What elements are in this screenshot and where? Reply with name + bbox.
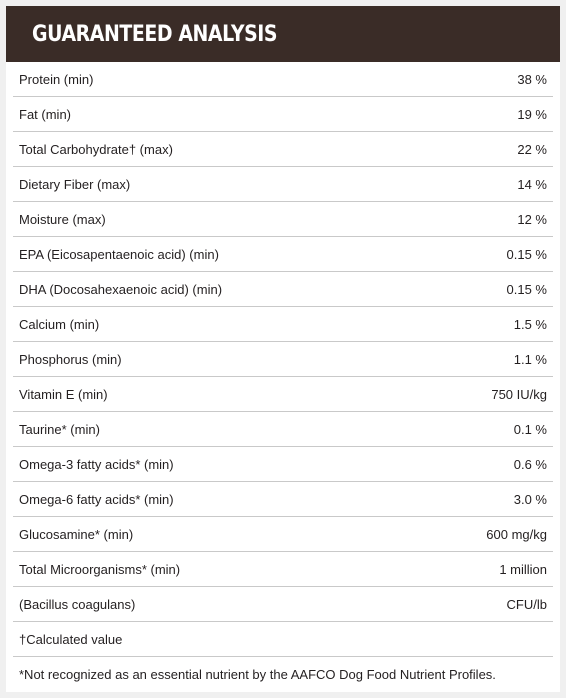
table-row: Total Microorganisms* (min) 1 million	[13, 552, 553, 587]
nutrient-value: 600 mg/kg	[486, 526, 547, 542]
nutrient-name: Phosphorus (min)	[19, 351, 122, 367]
panel-header: GUARANTEED ANALYSIS	[6, 6, 560, 62]
nutrient-name: Total Microorganisms* (min)	[19, 561, 181, 577]
nutrient-value: 1.1 %	[513, 351, 547, 367]
nutrient-name: (Bacillus coagulans)	[19, 596, 136, 612]
table-row: Total Carbohydrate† (max) 22 %	[13, 132, 553, 167]
table-row: Calcium (min) 1.5 %	[13, 307, 553, 342]
table-row: Protein (min) 38 %	[13, 62, 553, 97]
nutrient-name: Calcium (min)	[19, 316, 100, 332]
table-row: Omega-6 fatty acids* (min) 3.0 %	[13, 482, 553, 517]
nutrient-value: 38 %	[517, 71, 547, 87]
nutrient-name: Omega-3 fatty acids* (min)	[19, 456, 174, 472]
nutrient-value: 1 million	[499, 561, 547, 577]
table-row: Dietary Fiber (max) 14 %	[13, 167, 553, 202]
table-row: Omega-3 fatty acids* (min) 0.6 %	[13, 447, 553, 482]
nutrient-name: Omega-6 fatty acids* (min)	[19, 491, 174, 507]
nutrient-value: 0.15 %	[506, 246, 547, 262]
nutrient-value: 0.1 %	[513, 421, 547, 437]
nutrient-name: Dietary Fiber (max)	[19, 176, 131, 192]
nutrient-value: 0.6 %	[513, 456, 547, 472]
nutrient-value: 19 %	[517, 106, 547, 122]
footnote-calculated: †Calculated value	[13, 622, 553, 657]
nutrient-name: Moisture (max)	[19, 211, 106, 227]
nutrient-value: 22 %	[517, 141, 547, 157]
footnote-not-recognized: *Not recognized as an essential nutrient…	[13, 657, 553, 692]
nutrient-name: Fat (min)	[19, 106, 71, 122]
table-row: Glucosamine* (min) 600 mg/kg	[13, 517, 553, 552]
nutrient-value: 14 %	[517, 176, 547, 192]
table-row: Vitamin E (min) 750 IU/kg	[13, 377, 553, 412]
nutrient-value: 750 IU/kg	[491, 386, 547, 402]
nutrient-value: 0.15 %	[506, 281, 547, 297]
analysis-table: Protein (min) 38 % Fat (min) 19 % Total …	[6, 62, 560, 692]
footnote-text: *Not recognized as an essential nutrient…	[19, 667, 496, 682]
nutrient-value: CFU/lb	[506, 596, 547, 612]
nutrient-name: Glucosamine* (min)	[19, 526, 134, 542]
table-row: Fat (min) 19 %	[13, 97, 553, 132]
table-row: (Bacillus coagulans) CFU/lb	[13, 587, 553, 622]
table-row: DHA (Docosahexaenoic acid) (min) 0.15 %	[13, 272, 553, 307]
nutrient-name: Vitamin E (min)	[19, 386, 108, 402]
table-row: Taurine* (min) 0.1 %	[13, 412, 553, 447]
nutrient-value: 12 %	[517, 211, 547, 227]
nutrient-name: DHA (Docosahexaenoic acid) (min)	[19, 281, 223, 297]
nutrient-value: 3.0 %	[513, 491, 547, 507]
nutrient-name: Total Carbohydrate† (max)	[19, 141, 173, 157]
footnote-text: †Calculated value	[19, 631, 123, 647]
nutrient-name: Taurine* (min)	[19, 421, 100, 437]
nutrient-name: Protein (min)	[19, 71, 94, 87]
table-row: Moisture (max) 12 %	[13, 202, 553, 237]
nutrient-name: EPA (Eicosapentaenoic acid) (min)	[19, 246, 219, 262]
panel-title: GUARANTEED ANALYSIS	[32, 21, 278, 47]
table-row: Phosphorus (min) 1.1 %	[13, 342, 553, 377]
table-row: EPA (Eicosapentaenoic acid) (min) 0.15 %	[13, 237, 553, 272]
nutrient-value: 1.5 %	[513, 316, 547, 332]
